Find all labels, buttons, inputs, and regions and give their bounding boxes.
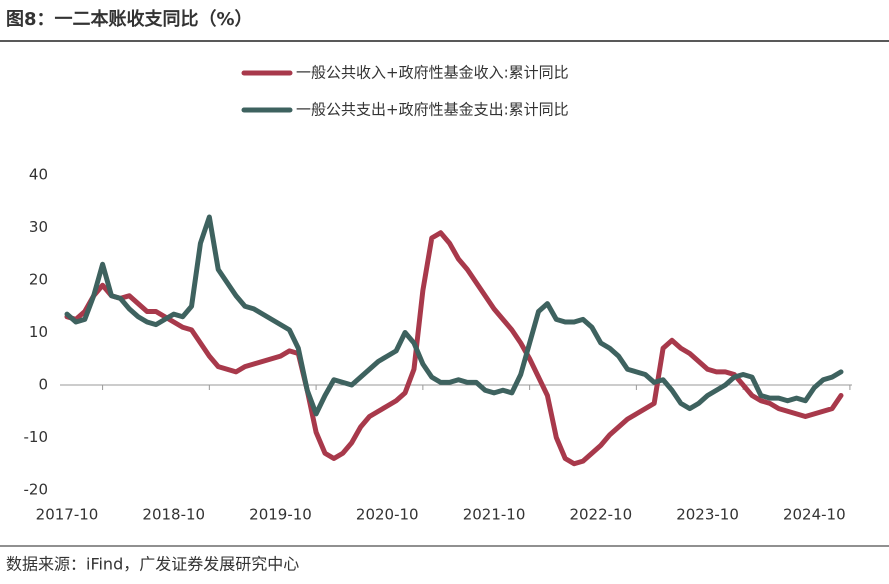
y-tick-label: 20	[29, 271, 48, 289]
source: 数据来源：iFind，广发证券发展研究中心	[6, 555, 299, 574]
chart-title: 图8：一二本账收支同比（%）	[6, 8, 253, 30]
x-tick-label: 2021-10	[463, 506, 526, 524]
x-tick-label: 2018-10	[142, 506, 205, 524]
x-tick-label: 2022-10	[569, 506, 632, 524]
y-tick-label: 0	[38, 376, 48, 394]
x-tick-label: 2024-10	[783, 506, 846, 524]
y-tick-label: 10	[29, 323, 48, 341]
y-tick-label: -20	[24, 481, 49, 499]
legend-label: 一般公共支出+政府性基金支出:累计同比	[296, 101, 569, 119]
y-tick-label: 30	[29, 218, 48, 236]
x-tick-label: 2023-10	[676, 506, 739, 524]
y-tick-label: 40	[29, 166, 48, 184]
y-tick-label: -10	[24, 428, 49, 446]
x-tick-label: 2019-10	[249, 506, 312, 524]
series-line	[64, 214, 844, 417]
x-tick-label: 2020-10	[356, 506, 419, 524]
x-tick-label: 2017-10	[36, 506, 99, 524]
legend-label: 一般公共收入+政府性基金收入:累计同比	[296, 64, 569, 82]
series-line	[64, 230, 844, 467]
